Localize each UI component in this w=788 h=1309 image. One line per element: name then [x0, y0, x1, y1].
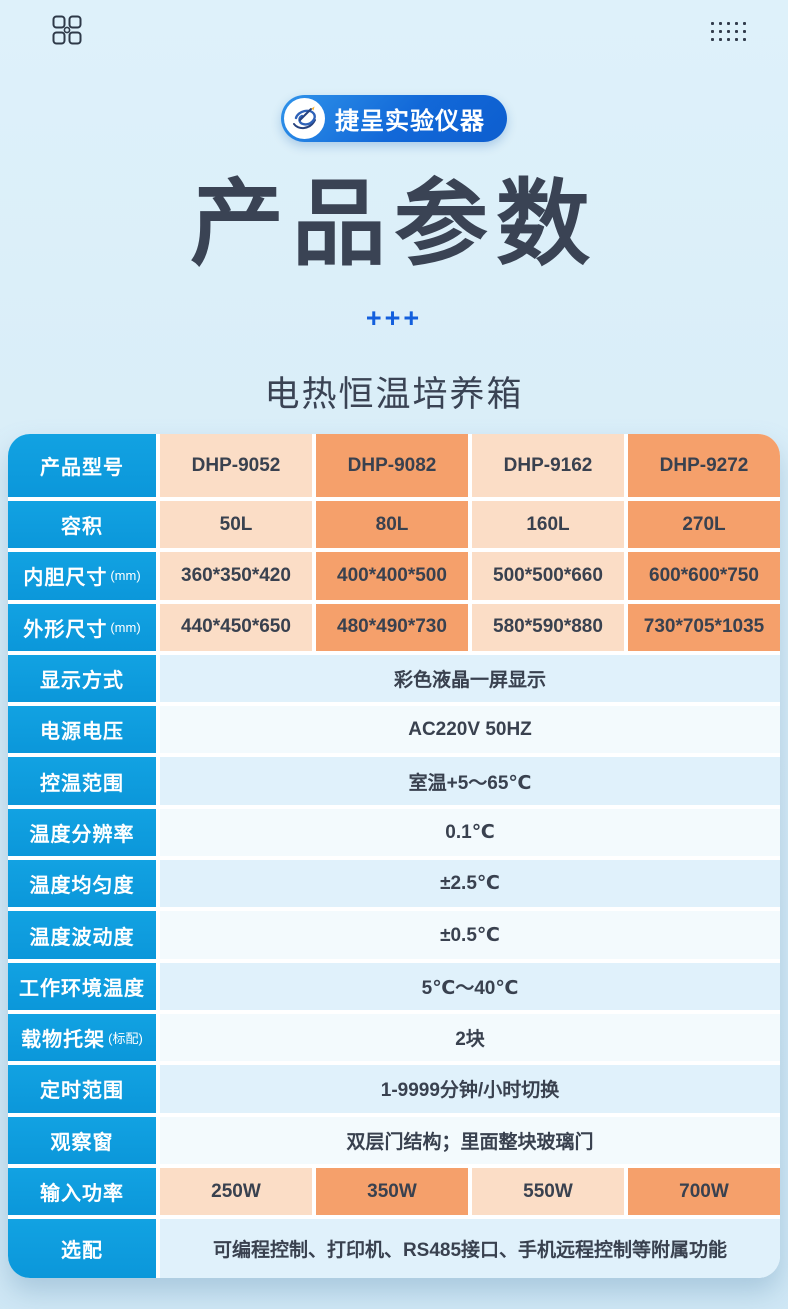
- cell-inner-size-3: 500*500*660: [472, 552, 624, 600]
- plus-decoration: +++: [365, 303, 423, 333]
- row-label-window: 观察窗: [8, 1116, 156, 1164]
- cell-fluctuation: ±0.5℃: [160, 911, 780, 959]
- cell-capacity-4: 270L: [628, 501, 780, 549]
- label-text: 载物托架: [21, 1029, 106, 1052]
- label-text: 内胆尺寸: [23, 567, 108, 590]
- product-subtitle: 电热恒温培养箱: [264, 375, 524, 414]
- row-label-shelves: 载物托架 (标配): [8, 1013, 156, 1062]
- cell-shelves: 2块: [160, 1013, 780, 1062]
- cell-capacity-3: 160L: [472, 501, 624, 549]
- cell-model-4: DHP-9272: [628, 434, 780, 497]
- cell-power-1: 250W: [160, 1167, 312, 1216]
- row-label-voltage: 电源电压: [8, 706, 156, 754]
- brand-badge: 捷呈实验仪器: [281, 95, 507, 142]
- label-suffix: (标配): [108, 1031, 143, 1047]
- top-decor-bar: [0, 0, 788, 60]
- row-label-ambient: 工作环境温度: [8, 962, 156, 1010]
- row-label-uniformity: 温度均匀度: [8, 860, 156, 908]
- row-label-outer-size: 外形尺寸 (mm): [8, 603, 156, 651]
- dots-grid-icon: [711, 22, 747, 42]
- cell-capacity-2: 80L: [316, 501, 468, 549]
- brand-logo-icon: [284, 98, 325, 139]
- cell-temp-range: 室温+5～65℃: [160, 757, 780, 805]
- cell-resolution: 0.1℃: [160, 808, 780, 857]
- row-label-capacity: 容积: [8, 501, 156, 549]
- row-label-input-power: 输入功率: [8, 1167, 156, 1216]
- cell-ambient: 5℃～40℃: [160, 962, 780, 1010]
- cell-timer: 1-9999分钟/小时切换: [160, 1065, 780, 1113]
- cell-outer-size-1: 440*450*650: [160, 603, 312, 651]
- cell-options: 可编程控制、打印机、RS485接口、手机远程控制等附属功能: [160, 1219, 780, 1279]
- brand-name: 捷呈实验仪器: [335, 108, 485, 135]
- label-suffix: (mm): [110, 568, 141, 584]
- cell-model-1: DHP-9052: [160, 434, 312, 497]
- page-title: 产品参数: [189, 171, 598, 276]
- cell-capacity-1: 50L: [160, 501, 312, 549]
- row-label-fluctuation: 温度波动度: [8, 911, 156, 959]
- cell-display: 彩色液晶一屏显示: [160, 654, 780, 703]
- cell-model-2: DHP-9082: [316, 434, 468, 497]
- row-label-timer: 定时范围: [8, 1065, 156, 1113]
- cell-outer-size-2: 480*490*730: [316, 603, 468, 651]
- row-label-inner-size: 内胆尺寸 (mm): [8, 552, 156, 600]
- label-text: 外形尺寸: [23, 618, 108, 641]
- cell-window: 双层门结构；里面整块玻璃门: [160, 1116, 780, 1164]
- cell-inner-size-1: 360*350*420: [160, 552, 312, 600]
- cell-inner-size-2: 400*400*500: [316, 552, 468, 600]
- cell-power-4: 700W: [628, 1167, 780, 1216]
- label-suffix: (mm): [110, 619, 141, 635]
- cell-outer-size-4: 730*705*1035: [628, 603, 780, 651]
- cell-power-3: 550W: [472, 1167, 624, 1216]
- cell-uniformity: ±2.5℃: [160, 860, 780, 908]
- cell-voltage: AC220V 50HZ: [160, 706, 780, 754]
- spec-table: 产品型号 DHP-9052 DHP-9082 DHP-9162 DHP-9272…: [8, 434, 780, 1279]
- row-label-model: 产品型号: [8, 434, 156, 497]
- row-label-options: 选配: [8, 1219, 156, 1279]
- window-grid-icon: [52, 15, 82, 45]
- row-label-display: 显示方式: [8, 654, 156, 703]
- cell-outer-size-3: 580*590*880: [472, 603, 624, 651]
- row-label-temp-range: 控温范围: [8, 757, 156, 805]
- cell-power-2: 350W: [316, 1167, 468, 1216]
- cell-model-3: DHP-9162: [472, 434, 624, 497]
- row-label-resolution: 温度分辨率: [8, 808, 156, 857]
- cell-inner-size-4: 600*600*750: [628, 552, 780, 600]
